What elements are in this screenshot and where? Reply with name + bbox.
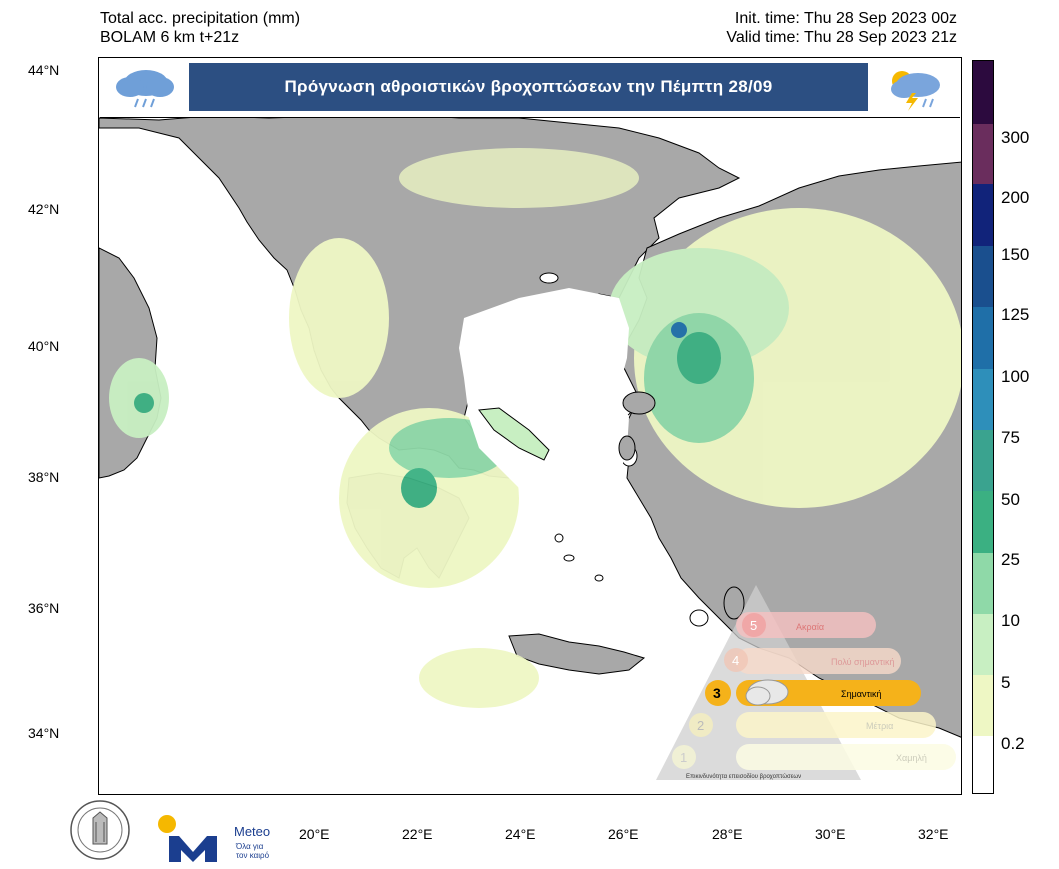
risk-label-4: Πολύ σημαντική	[831, 657, 895, 667]
risk-label-2: Μέτρια	[866, 721, 893, 731]
lat-label-36: 36°N	[28, 600, 60, 616]
precip-heavy-area	[677, 332, 721, 384]
meteo-brand-name: Meteo	[234, 824, 271, 839]
risk-num-2: 2	[697, 718, 704, 733]
colorbar-segment	[973, 614, 993, 675]
lon-label-30: 30°E	[815, 826, 846, 842]
colorbar-label-10: 10	[1001, 611, 1020, 630]
colorbar-segment	[973, 124, 993, 184]
risk-cloud-icon	[745, 679, 789, 706]
colorbar-label-75: 75	[1001, 428, 1020, 447]
init-time: Init. time: Thu 28 Sep 2023 00z	[734, 10, 957, 27]
colorbar-segment	[973, 491, 993, 553]
precip-heavy-area	[401, 468, 437, 508]
colorbar-segment	[973, 675, 993, 736]
lon-label-26: 26°E	[608, 826, 639, 842]
colorbar-segment	[973, 61, 993, 124]
crete-land	[508, 633, 646, 675]
risk-row-2	[736, 712, 936, 738]
map-canvas	[99, 113, 961, 738]
valid-time: Valid time: Thu 28 Sep 2023 21z	[726, 29, 957, 46]
risk-num-1: 1	[680, 750, 687, 765]
colorbar-label-50: 50	[1001, 490, 1020, 509]
island-euboea	[478, 407, 550, 461]
forecast-banner: Πρόγνωση αθροιστικών βροχοπτώσεων την Πέ…	[100, 59, 960, 118]
colorbar-segment	[973, 184, 993, 246]
island-chios	[618, 435, 636, 461]
lat-label-38: 38°N	[28, 469, 60, 485]
colorbar-label-0-2: 0.2	[1001, 734, 1025, 753]
colorbar-label-25: 25	[1001, 550, 1020, 569]
risk-level-circle-3	[705, 680, 731, 706]
lon-label-28: 28°E	[712, 826, 743, 842]
university-seal-logo	[70, 800, 130, 860]
risk-row-4	[736, 648, 901, 674]
colorbar-segment	[973, 553, 993, 614]
colorbar-segment	[973, 430, 993, 491]
risk-level-circle-4	[724, 648, 748, 672]
risk-scale-graphic: 5 4 3 2 1 Ακραία Πολύ σημαντική Σημαντικ…	[656, 585, 956, 780]
precipitation-map: 5 4 3 2 1 Ακραία Πολύ σημαντική Σημαντικ…	[98, 57, 962, 795]
risk-label-3: Σημαντική	[841, 689, 882, 699]
lat-label-40: 40°N	[28, 338, 60, 354]
lon-label-20: 20°E	[299, 826, 330, 842]
precip-light-area	[419, 648, 539, 708]
risk-level-circle-1	[672, 745, 696, 769]
risk-num-4: 4	[732, 653, 739, 668]
colorbar-segment	[973, 246, 993, 307]
risk-row-1	[736, 744, 956, 770]
island	[554, 533, 564, 543]
island-lesvos	[622, 391, 656, 415]
risk-level-circle-5	[742, 613, 766, 637]
aegean-sea	[459, 288, 629, 508]
risk-label-5: Ακραία	[796, 622, 824, 632]
risk-num-3: 3	[713, 685, 721, 701]
island	[563, 554, 575, 562]
risk-label-1: Χαμηλή	[896, 753, 927, 763]
lon-label-24: 24°E	[505, 826, 536, 842]
precip-light-area	[609, 248, 789, 368]
precip-heavy-area	[134, 393, 154, 413]
rain-cloud-icon	[116, 70, 174, 108]
risk-row-5	[736, 612, 876, 638]
thunderstorm-cloud-icon	[891, 71, 940, 111]
colorbar-label-100: 100	[1001, 367, 1030, 386]
risk-num-5: 5	[750, 618, 757, 633]
colorbar-label-300: 300	[1001, 128, 1030, 147]
island-rhodes	[723, 586, 745, 620]
header-left: Total acc. precipitation (mm) BOLAM 6 km…	[100, 9, 300, 47]
precip-overlay	[109, 148, 961, 708]
precip-light-area	[289, 238, 389, 398]
lon-label-22: 22°E	[402, 826, 433, 842]
precip-light-area	[399, 148, 639, 208]
precip-very-heavy-area	[671, 322, 687, 338]
header-right: Init. time: Thu 28 Sep 2023 00z Valid ti…	[726, 9, 957, 47]
model-title: BOLAM 6 km t+21z	[100, 29, 240, 46]
lat-label-42: 42°N	[28, 201, 60, 217]
colorbar-label-125: 125	[1001, 305, 1030, 324]
colorbar-segment	[973, 369, 993, 430]
lon-label-32: 32°E	[918, 826, 949, 842]
banner-title: Πρόγνωση αθροιστικών βροχοπτώσεων την Πέ…	[189, 63, 868, 111]
risk-caption: Επικινδυνότητα επεισοδίου βροχοπτώσεων	[686, 773, 801, 780]
island	[689, 609, 709, 627]
lat-label-44: 44°N	[28, 62, 60, 78]
product-title: Total acc. precipitation (mm)	[100, 10, 301, 27]
lat-label-34: 34°N	[28, 725, 60, 741]
island	[539, 272, 559, 284]
colorbar-segment	[973, 736, 993, 793]
meteo-tagline: Όλα για τον καιρό	[236, 842, 270, 860]
meteo-logo-icon	[158, 815, 217, 862]
island	[594, 574, 604, 582]
colorbar	[972, 60, 994, 794]
risk-level-circle-2	[689, 713, 713, 737]
colorbar-label-5: 5	[1001, 673, 1011, 692]
colorbar-label-200: 200	[1001, 188, 1030, 207]
colorbar-segment	[973, 307, 993, 369]
colorbar-label-150: 150	[1001, 245, 1030, 264]
